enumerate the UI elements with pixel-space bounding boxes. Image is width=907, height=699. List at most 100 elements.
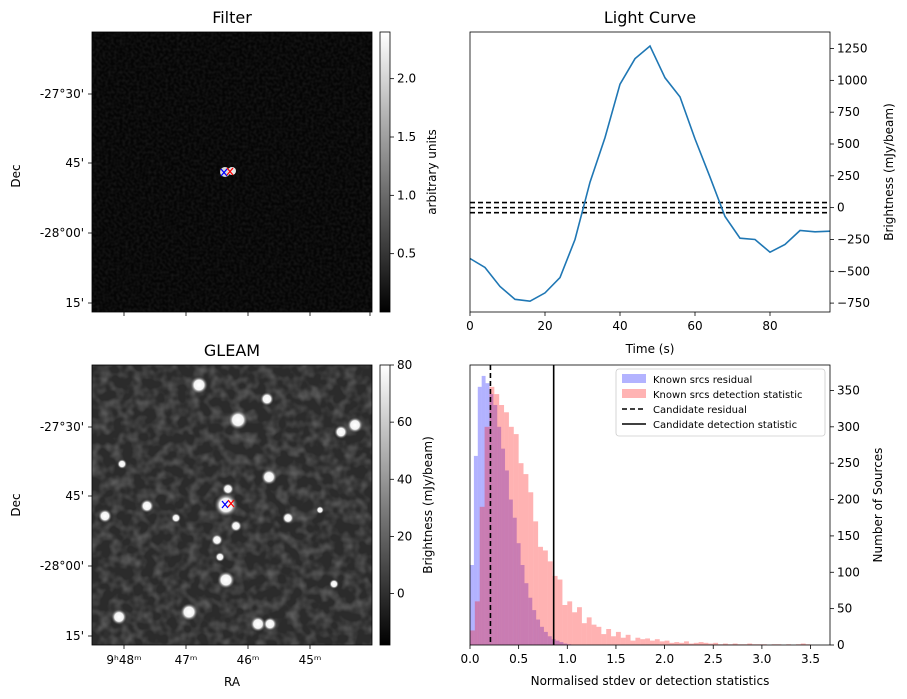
histogram-bar: [800, 643, 806, 645]
histogram-bar: [713, 642, 719, 645]
histogram-bar: [640, 639, 646, 645]
y-tick-label: 250: [837, 456, 860, 470]
histogram-bar: [747, 643, 753, 645]
histogram-bar: [572, 612, 578, 645]
lightcurve-ylabel: Brightness (mJy/beam): [882, 103, 896, 241]
gleam-frame: [91, 364, 373, 646]
histogram-bar: [497, 426, 502, 645]
lightcurve-series: [469, 44, 831, 303]
histogram-bar: [596, 626, 602, 645]
histogram-bar: [669, 642, 675, 645]
y-tick-label: 15': [65, 629, 84, 643]
histogram-bar: [567, 601, 573, 645]
histogram-y-axis: 0 50 100 150 200 250 300 350: [830, 383, 860, 652]
x-tick-label: 3.0: [752, 652, 771, 666]
x-tick-label: 60: [687, 319, 702, 333]
histogram-bar: [645, 638, 650, 645]
histogram-bar: [523, 474, 529, 645]
y-tick-label: −250: [837, 232, 870, 246]
histogram-bar: [493, 405, 498, 645]
filter-panel: Filter -27°30' 45' -28°00' 15' Dec 0.5 1.0 1.…: [9, 8, 439, 316]
histogram-xlabel: Normalised stdev or detection statistics: [531, 674, 770, 688]
y-tick-label: 1250: [837, 42, 868, 56]
histogram-bar: [654, 639, 660, 645]
x-tick-label: 1.0: [558, 652, 577, 666]
filter-marker-blue: [220, 168, 228, 177]
histogram-bar: [494, 394, 500, 645]
histogram-bar: [635, 637, 641, 645]
histogram-bar: [557, 579, 563, 645]
filter-colorbar-label: arbitrary units: [425, 129, 439, 215]
gleam-xlabel: RA: [224, 675, 241, 689]
gleam-colorbar: [379, 364, 391, 646]
histogram-bar: [698, 642, 704, 645]
x-tick-label: 40: [612, 319, 627, 333]
histogram-bar: [620, 637, 626, 645]
y-tick-label: −500: [837, 264, 870, 278]
histogram-bar: [474, 601, 480, 645]
filter-y-axis: -27°30' 45' -28°00' 15': [40, 87, 92, 310]
histogram-bar: [591, 624, 597, 645]
legend-label-candidate-residual: Candidate residual: [653, 405, 747, 416]
y-tick-label: -27°30': [40, 420, 84, 434]
gleam-marker-red: [227, 499, 235, 508]
histogram-bar: [477, 386, 482, 645]
y-tick-label: 45': [65, 489, 84, 503]
histogram-bar: [528, 597, 533, 645]
histogram-bar: [601, 634, 607, 645]
colorbar-tick-label: 80: [397, 358, 412, 372]
histogram-bar: [664, 640, 670, 645]
y-tick-label: -28°00': [40, 226, 84, 240]
histogram-bar: [615, 631, 621, 645]
colorbar-tick-label: 0: [397, 587, 405, 601]
histogram-bar: [473, 455, 478, 645]
y-tick-label: 300: [837, 420, 860, 434]
filter-ylabel: Dec: [9, 164, 23, 187]
y-tick-label: 0: [837, 201, 845, 215]
y-tick-label: 0: [837, 638, 845, 652]
histogram-bar: [659, 641, 665, 645]
histogram-bar: [470, 565, 474, 645]
histogram-bar: [674, 642, 680, 645]
histogram-bar: [577, 607, 582, 645]
histogram-bar: [481, 375, 486, 645]
histogram-bar: [505, 470, 509, 645]
histogram-bar: [485, 383, 490, 645]
filter-marker-red: [226, 167, 234, 176]
histogram-panel: 0.0 0.5 1.0 1.5 2.0 2.5 3.0 3.5 0 50 100 150 200 250…: [460, 364, 885, 688]
lightcurve-title: Light Curve: [604, 8, 696, 27]
histogram-bar: [625, 634, 631, 645]
histogram-bar: [536, 619, 541, 645]
gleam-x-axis: 9ʰ48ᵐ 47ᵐ 46ᵐ 45ᵐ: [106, 645, 321, 667]
lightcurve-frame: [469, 31, 831, 313]
histogram-bar: [542, 550, 548, 645]
gleam-colorbar-ticks: 0 20 40 60 80: [390, 358, 412, 601]
x-tick-label: 45ᵐ: [299, 653, 322, 667]
histogram-bar: [538, 546, 543, 645]
x-tick-label: 80: [762, 319, 777, 333]
y-tick-label: 45': [65, 156, 84, 170]
filter-source-blob: [228, 167, 236, 175]
histogram-bar: [684, 641, 689, 645]
colorbar-tick-label: 40: [397, 472, 412, 486]
histogram-bar: [693, 642, 699, 645]
y-tick-label: 350: [837, 383, 860, 397]
lightcurve-panel: Light Curve 0 20 40 60 80 −750 −500 −250 0 250 50…: [466, 8, 896, 356]
histogram-bar: [489, 386, 495, 645]
histogram-bar: [540, 626, 544, 645]
legend-swatch-residual: [622, 374, 646, 383]
histogram-bar: [501, 448, 506, 645]
gleam-sources: [98, 376, 363, 632]
histogram-bar: [508, 499, 513, 645]
histogram-bar: [499, 405, 505, 645]
legend-swatch-detection: [622, 389, 646, 398]
histogram-legend: Known srcs residual Known srcs detection…: [615, 368, 826, 437]
y-tick-label: 150: [837, 529, 860, 543]
y-tick-label: -27°30': [40, 87, 84, 101]
y-tick-label: 1000: [837, 73, 868, 87]
histogram-bar: [562, 605, 568, 645]
histogram-bar: [528, 492, 534, 645]
x-tick-label: 0.5: [509, 652, 528, 666]
x-tick-label: 1.5: [606, 652, 625, 666]
